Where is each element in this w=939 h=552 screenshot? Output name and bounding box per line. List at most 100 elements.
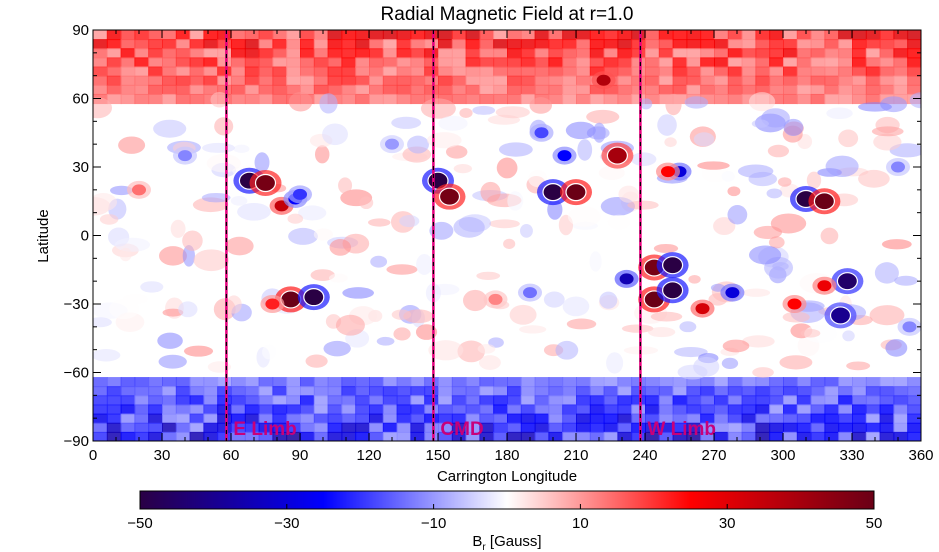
plot-area xyxy=(93,30,921,441)
north-pole-cell xyxy=(548,57,564,68)
field-mottle xyxy=(93,214,103,231)
south-pole-cell xyxy=(189,413,205,424)
north-pole-cell xyxy=(879,48,895,59)
north-pole-cell xyxy=(327,30,343,41)
north-pole-cell xyxy=(658,75,674,86)
south-pole-cell xyxy=(162,422,177,433)
south-pole-cell xyxy=(534,422,550,433)
south-pole-cell xyxy=(727,404,743,415)
south-pole-cell xyxy=(244,395,260,406)
south-pole-cell xyxy=(631,422,646,433)
south-pole-cell xyxy=(451,422,467,433)
field-mottle xyxy=(386,264,418,275)
north-pole-cell xyxy=(272,30,288,41)
south-pole-cell xyxy=(451,413,467,424)
north-pole-cell xyxy=(189,66,205,77)
south-pole-cell xyxy=(424,395,439,406)
north-pole-cell xyxy=(217,75,232,86)
north-pole-cell xyxy=(769,75,784,86)
north-pole-cell xyxy=(645,39,660,50)
south-pole-cell xyxy=(727,377,743,388)
north-pole-cell xyxy=(189,57,205,68)
active-region xyxy=(565,183,587,202)
north-pole-cell xyxy=(658,57,674,68)
field-mottle xyxy=(599,291,618,309)
north-pole-cell xyxy=(148,84,163,95)
north-pole-cell xyxy=(714,30,729,41)
north-pole-cell xyxy=(465,75,481,86)
north-pole-cell xyxy=(617,48,633,59)
south-pole-cell xyxy=(603,404,619,415)
north-pole-cell xyxy=(396,48,412,59)
north-pole-cell xyxy=(410,57,426,68)
south-pole-cell xyxy=(244,431,260,441)
north-pole-cell xyxy=(631,75,646,86)
north-pole-cell xyxy=(410,93,426,105)
south-pole-cell xyxy=(672,386,688,397)
south-pole-cell xyxy=(148,422,163,433)
north-pole-cell xyxy=(755,84,771,95)
south-pole-cell xyxy=(755,404,771,415)
south-pole-cell xyxy=(893,395,909,406)
colorbar-tick-label: −50 xyxy=(127,515,152,532)
limb-label: E Limb xyxy=(233,419,296,440)
field-mottle xyxy=(520,224,533,238)
south-pole-cell xyxy=(686,377,702,388)
south-pole-cell xyxy=(672,413,688,424)
north-pole-cell xyxy=(672,48,688,59)
south-pole-cell xyxy=(714,377,729,388)
north-pole-cell xyxy=(369,66,384,77)
north-pole-cell xyxy=(810,93,826,105)
north-pole-cell xyxy=(879,75,895,86)
north-pole-cell xyxy=(465,48,481,59)
field-mottle xyxy=(237,203,271,221)
south-pole-cell xyxy=(175,395,191,406)
south-pole-cell xyxy=(907,377,921,388)
south-pole-cell xyxy=(479,395,495,406)
active-region xyxy=(534,127,549,139)
south-pole-cell xyxy=(507,431,522,441)
north-pole-cell xyxy=(645,57,660,68)
y-axis-label: Latitude xyxy=(35,209,52,262)
north-pole-cell xyxy=(576,48,591,59)
south-pole-cell xyxy=(741,386,757,397)
north-pole-cell xyxy=(741,75,757,86)
south-pole-cell xyxy=(617,431,633,441)
field-mottle xyxy=(118,136,146,154)
south-pole-cell xyxy=(879,431,895,441)
south-pole-cell xyxy=(769,413,784,424)
south-pole-cell xyxy=(272,404,288,415)
north-pole-cell xyxy=(562,93,577,105)
x-tick-label: 300 xyxy=(770,447,795,464)
north-pole-cell xyxy=(714,48,729,59)
north-pole-cell xyxy=(300,75,315,86)
north-pole-cell xyxy=(369,75,384,86)
south-pole-cell xyxy=(589,395,605,406)
north-pole-cell xyxy=(189,84,205,95)
north-pole-cell xyxy=(810,66,826,77)
north-pole-cell xyxy=(217,57,232,68)
south-pole-cell xyxy=(548,377,564,388)
south-pole-cell xyxy=(852,413,867,424)
south-pole-cell xyxy=(700,422,715,433)
south-pole-cell xyxy=(865,431,881,441)
south-pole-cell xyxy=(852,377,867,388)
north-pole-cell xyxy=(838,84,853,95)
north-pole-cell xyxy=(783,39,798,50)
south-pole-cell xyxy=(714,422,729,433)
south-pole-cell xyxy=(134,377,150,388)
south-pole-cell xyxy=(810,395,826,406)
south-pole-cell xyxy=(272,431,288,441)
field-mottle xyxy=(438,115,468,131)
south-pole-cell xyxy=(576,422,591,433)
south-pole-cell xyxy=(603,422,619,433)
south-pole-cell xyxy=(465,413,481,424)
north-pole-cell xyxy=(175,66,191,77)
north-pole-cell xyxy=(893,75,909,86)
south-pole-cell xyxy=(231,431,246,441)
field-mottle xyxy=(201,192,231,203)
north-pole-cell xyxy=(810,75,826,86)
south-pole-cell xyxy=(783,431,798,441)
north-pole-cell xyxy=(479,48,495,59)
north-pole-cell xyxy=(645,84,660,95)
